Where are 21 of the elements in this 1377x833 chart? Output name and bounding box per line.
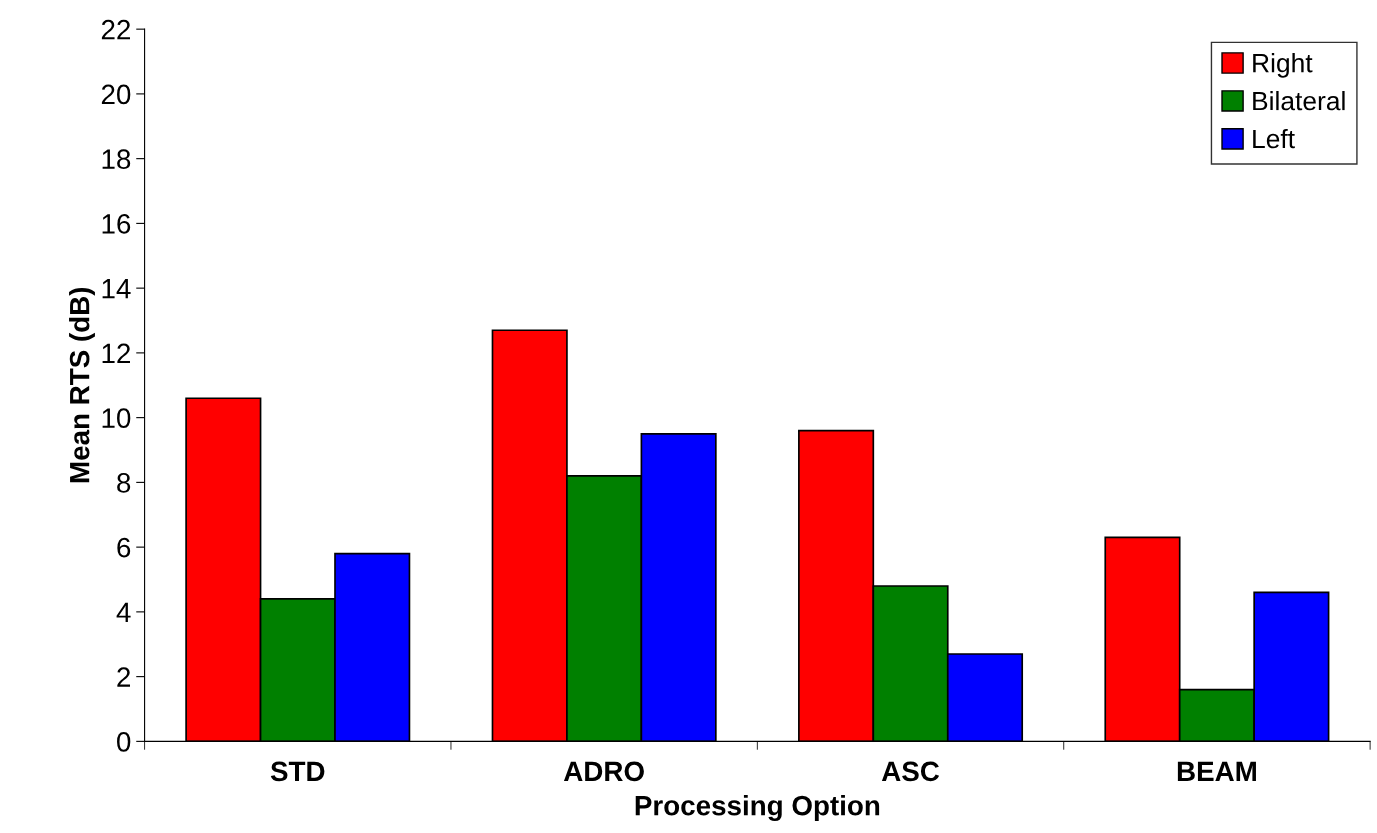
y-tick-label: 0 [117, 732, 131, 752]
legend-label: Bilateral [1253, 90, 1345, 111]
y-tick-label: 10 [102, 408, 131, 428]
y-tick-label: 12 [102, 343, 130, 363]
legend-label: Left [1253, 128, 1295, 149]
y-axis-title: Mean RTS (dB) [69, 287, 95, 483]
y-tick-label: 2 [117, 667, 130, 687]
y-tick-label: 16 [102, 214, 131, 234]
y-tick-label: 22 [101, 19, 130, 40]
y-tick-label: 6 [117, 537, 131, 558]
x-tick-label: BEAM [1177, 761, 1256, 781]
y-tick-label: 4 [116, 602, 131, 622]
x-tick-label: ASC [881, 761, 940, 782]
x-tick-label: STD [270, 761, 325, 782]
x-tick-label: ADRO [563, 761, 644, 782]
y-tick-label: 14 [102, 279, 131, 299]
y-tick-label: 8 [117, 473, 131, 493]
x-axis-title: Processing Option [635, 795, 880, 822]
y-tick-label: 20 [101, 84, 131, 105]
y-tick-label: 18 [102, 149, 131, 169]
legend-label: Right [1253, 53, 1313, 78]
